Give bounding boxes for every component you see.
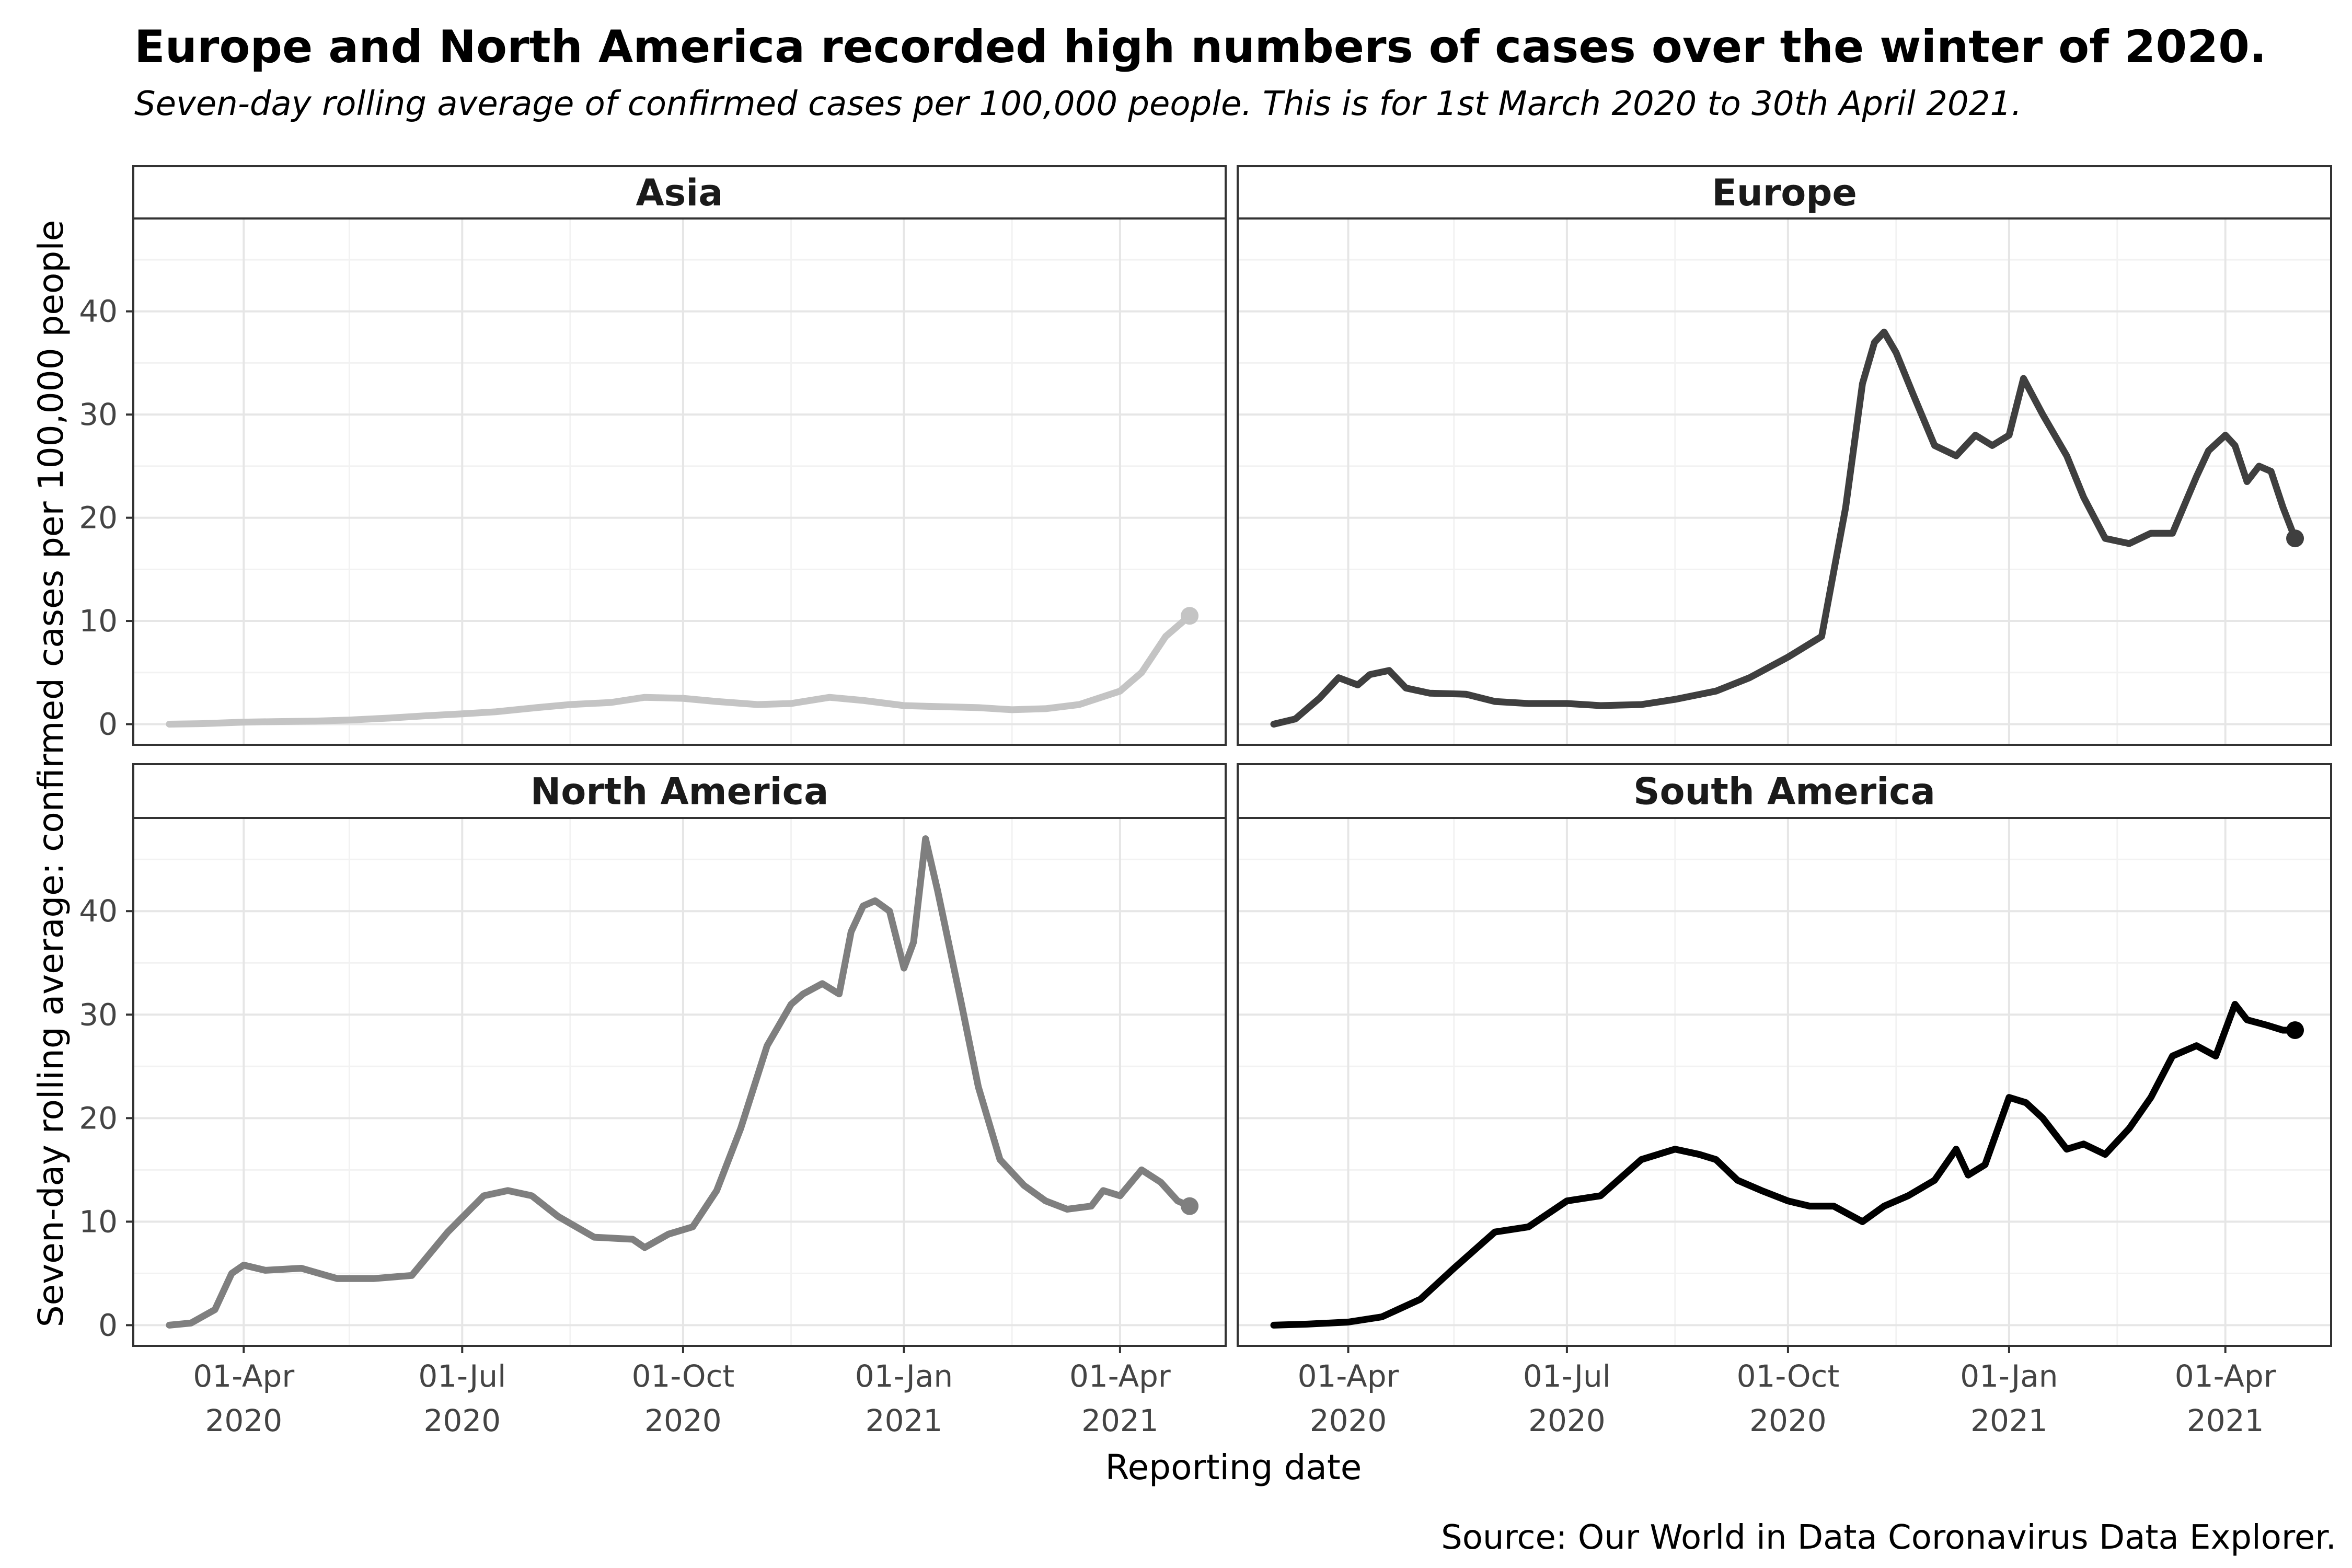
facet-label-north-america: North America	[531, 770, 829, 813]
facet-strip-south-america	[1237, 763, 2332, 819]
x-tick-label-year: 2020	[423, 1403, 501, 1438]
panel-border-asia	[132, 217, 1227, 746]
end-point-north-america	[1181, 1197, 1199, 1215]
x-tick-label-year: 2021	[1081, 1403, 1159, 1438]
y-tick-label: 30	[79, 397, 118, 432]
y-tick-label: 20	[79, 1100, 118, 1136]
x-tick-label: 01-Jan	[1960, 1358, 2058, 1394]
x-tick-label: 01-Jul	[418, 1358, 506, 1394]
x-tick-label: 01-Oct	[1737, 1358, 1840, 1394]
panels-layer: Asia 0 10 20 30 40 Europe North America 0 10 20 30 4…	[79, 165, 2332, 1438]
panel-europe: Europe	[1237, 165, 2332, 746]
series-line-europe	[1270, 328, 2299, 728]
x-tick-label: 01-Jan	[855, 1358, 953, 1394]
y-tick-label: 10	[79, 1204, 118, 1239]
x-tick-label-year: 2020	[1528, 1403, 1606, 1438]
end-point-europe	[2286, 529, 2304, 548]
series-line-south-america	[1270, 1001, 2299, 1329]
y-tick-label: 10	[79, 603, 118, 639]
panel-border-south-america	[1237, 817, 2332, 1347]
facet-label-south-america: South America	[1633, 770, 1935, 813]
x-tick-label-year: 2020	[1310, 1403, 1387, 1438]
panel-south-america: South America 01-Apr 2020 01-Jul 2020 01-Oct 2…	[1237, 763, 2332, 1438]
x-tick-label: 01-Apr	[2175, 1358, 2276, 1394]
end-point-south-america	[2286, 1021, 2304, 1039]
facet-strip-north-america	[132, 763, 1227, 819]
y-tick-label: 40	[79, 294, 118, 329]
y-tick-label: 20	[79, 500, 118, 536]
x-tick-label: 01-Apr	[193, 1358, 294, 1394]
facet-strip-europe	[1237, 165, 2332, 220]
y-tick-label: 40	[79, 893, 118, 929]
x-tick-label: 01-Jul	[1523, 1358, 1611, 1394]
panel-border-europe	[1237, 217, 2332, 746]
y-axis-title: Seven-day rolling average: confirmed cas…	[31, 220, 71, 1328]
x-tick-label-year: 2020	[1749, 1403, 1827, 1438]
y-tick-label: 30	[79, 997, 118, 1032]
x-tick-label-year: 2021	[1970, 1403, 2048, 1438]
x-tick-label-year: 2020	[205, 1403, 282, 1438]
x-tick-label: 01-Apr	[1298, 1358, 1399, 1394]
source-note: Source: Our World in Data Coronavirus Da…	[1441, 1518, 2336, 1557]
x-tick-label-year: 2020	[644, 1403, 722, 1438]
chart-subtitle: Seven-day rolling average of confirmed c…	[134, 85, 2022, 123]
faceted-line-chart: Asia 0 10 20 30 40 Europe North America 0 10 20 30 4…	[31, 165, 2332, 1488]
facet-label-asia: Asia	[636, 171, 723, 214]
y-tick-label: 0	[98, 1307, 118, 1343]
x-tick-label-year: 2021	[866, 1403, 943, 1438]
x-tick-label-year: 2021	[2187, 1403, 2264, 1438]
y-tick-label: 0	[98, 707, 118, 742]
panel-asia: Asia 0 10 20 30 40	[79, 165, 1227, 746]
panel-north-america: North America 0 10 20 30 40 01-Apr 2020 01-Jul 20…	[79, 763, 1227, 1438]
series-line-north-america	[166, 835, 1193, 1329]
chart-title: Europe and North America recorded high n…	[134, 21, 2267, 73]
x-tick-label: 01-Apr	[1069, 1358, 1171, 1394]
end-point-asia	[1181, 607, 1199, 625]
panel-border-north-america	[132, 817, 1227, 1347]
facet-label-europe: Europe	[1712, 171, 1857, 214]
series-line-asia	[166, 612, 1193, 728]
x-axis-title: Reporting date	[1105, 1447, 1362, 1488]
x-tick-label: 01-Oct	[632, 1358, 735, 1394]
